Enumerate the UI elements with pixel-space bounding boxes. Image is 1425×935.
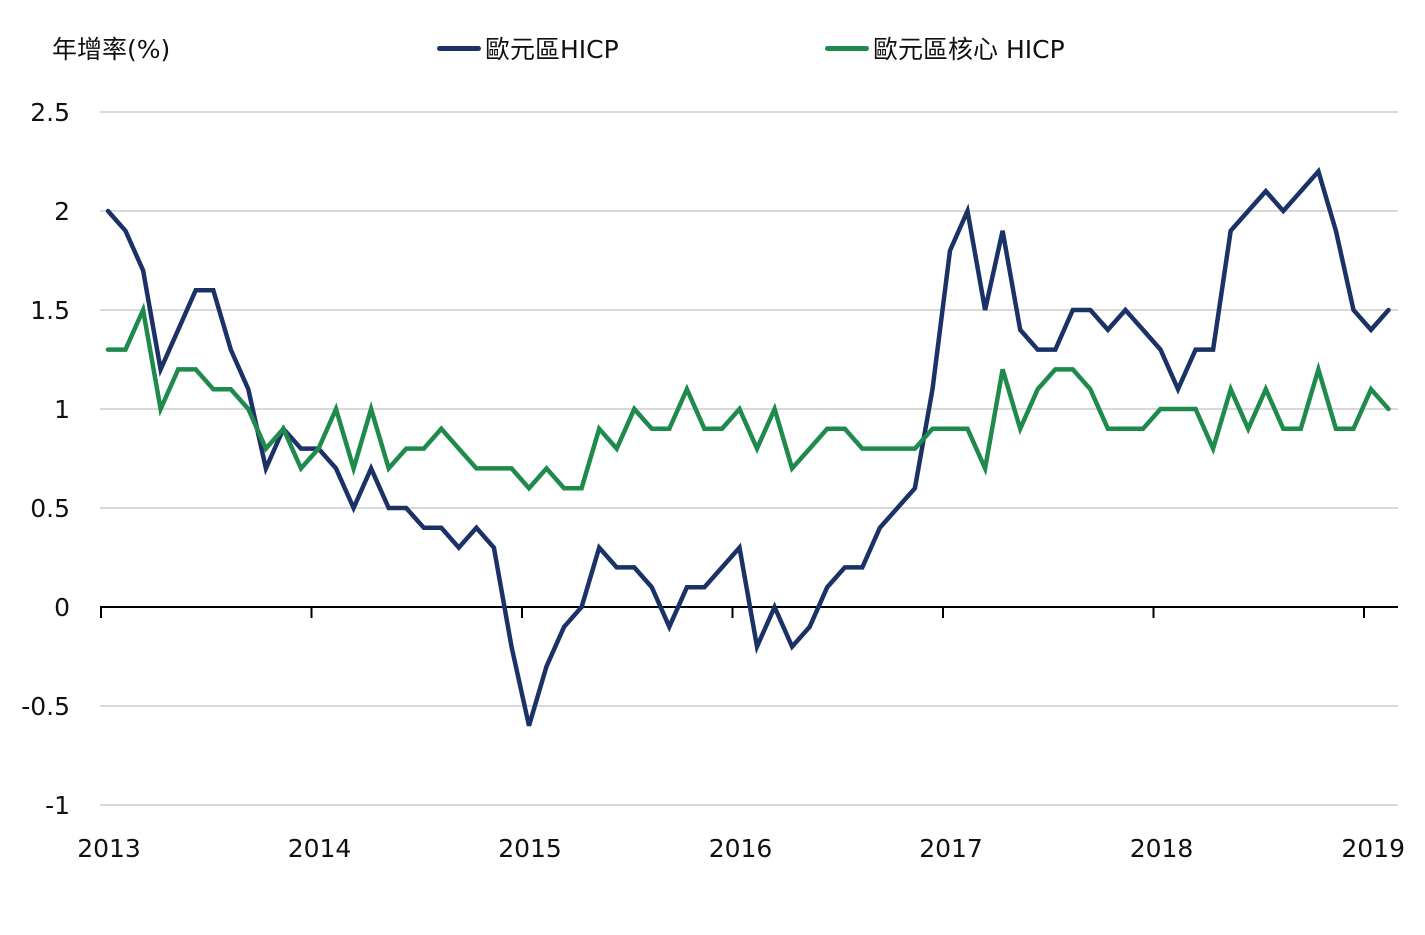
x-tick-label: 2014	[288, 834, 352, 863]
series-lines	[105, 166, 1391, 727]
y-tick-label: 2.5	[30, 98, 70, 127]
legend-swatch-hicp	[437, 45, 481, 51]
legend-label-hicp: 歐元區HICP	[485, 35, 619, 64]
legend-item-hicp: 歐元區HICP	[437, 30, 619, 66]
y-tick-label: 0	[54, 593, 70, 622]
y-tick-label: 2	[54, 197, 70, 226]
y-axis-tick-labels: 2.5 2 1.5 1 0.5 0 -0.5 -1	[21, 98, 70, 820]
x-tick-label: 2019	[1341, 834, 1405, 863]
legend-item-core-hicp: 歐元區核心 HICP	[825, 30, 1065, 66]
series-line-1	[105, 302, 1391, 492]
series-line-0	[105, 166, 1391, 727]
legend-label-core-hicp: 歐元區核心 HICP	[873, 35, 1065, 64]
legend-swatch-core-hicp	[825, 45, 869, 51]
x-tick-label: 2018	[1130, 834, 1194, 863]
y-tick-label: -0.5	[21, 692, 70, 721]
y-tick-label: -1	[45, 791, 70, 820]
x-axis-tick-labels: 2013 2014 2015 2016 2017 2018 2019	[77, 834, 1405, 863]
y-tick-label: 0.5	[30, 494, 70, 523]
y-tick-label: 1.5	[30, 296, 70, 325]
y-axis-title: 年增率(%)	[52, 35, 171, 64]
x-tick-label: 2017	[919, 834, 983, 863]
y-tick-label: 1	[54, 395, 70, 424]
x-tick-label: 2016	[709, 834, 773, 863]
x-tick-label: 2013	[77, 834, 141, 863]
x-tick-label: 2015	[498, 834, 562, 863]
